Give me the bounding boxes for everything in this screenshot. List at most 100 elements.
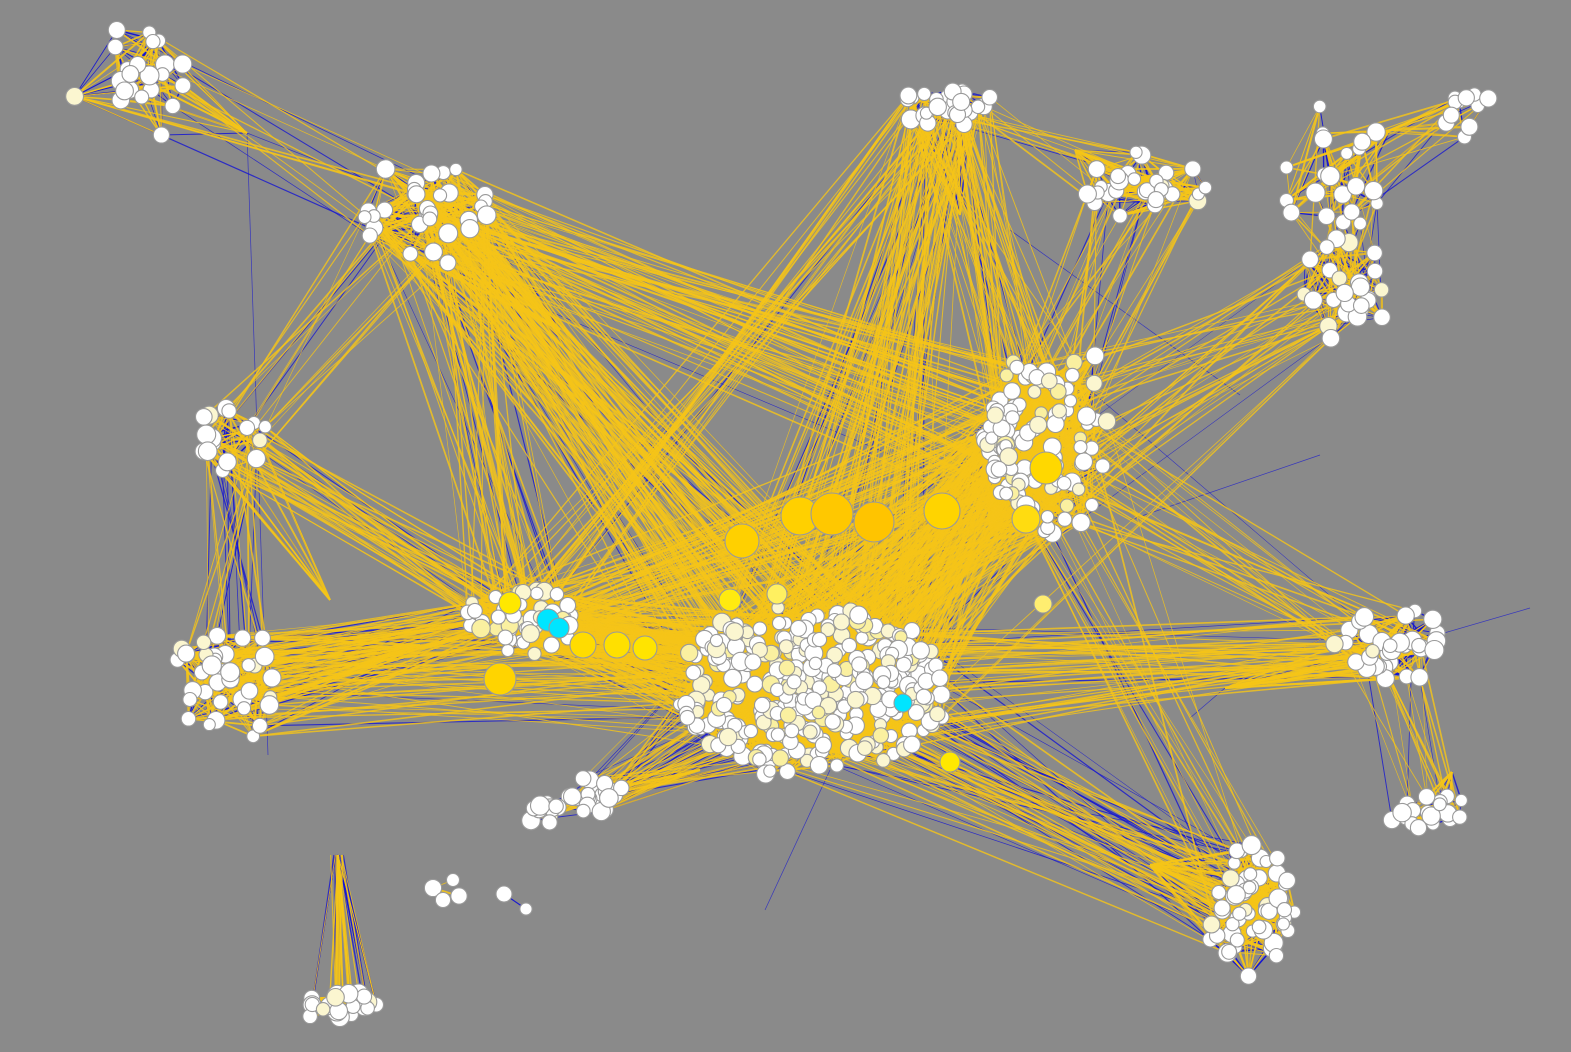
graph-node[interactable] xyxy=(1051,403,1067,419)
graph-node-large[interactable] xyxy=(810,492,854,536)
graph-node[interactable] xyxy=(829,758,845,773)
graph-node[interactable] xyxy=(65,86,85,106)
graph-node[interactable] xyxy=(1320,165,1341,187)
graph-node[interactable] xyxy=(254,646,275,667)
graph-node[interactable] xyxy=(1423,609,1443,629)
graph-node[interactable] xyxy=(952,92,971,111)
graph-node[interactable] xyxy=(241,658,256,673)
graph-node[interactable] xyxy=(1109,168,1127,185)
graph-node[interactable] xyxy=(1087,160,1106,179)
graph-node[interactable] xyxy=(1363,180,1384,201)
graph-node[interactable] xyxy=(752,752,767,767)
graph-node[interactable] xyxy=(574,770,592,787)
graph-node[interactable] xyxy=(1313,129,1333,149)
graph-node[interactable] xyxy=(212,694,229,710)
graph-node[interactable] xyxy=(1085,374,1103,392)
graph-node[interactable] xyxy=(931,669,949,687)
graph-node-highlight[interactable] xyxy=(548,617,570,639)
graph-node-large[interactable] xyxy=(923,492,961,530)
graph-node-large[interactable] xyxy=(724,523,760,559)
graph-node[interactable] xyxy=(1396,606,1415,625)
graph-node[interactable] xyxy=(981,88,999,106)
graph-node[interactable] xyxy=(970,99,986,115)
graph-node[interactable] xyxy=(1241,835,1262,856)
graph-node[interactable] xyxy=(1229,932,1245,948)
graph-node[interactable] xyxy=(849,605,869,625)
graph-node[interactable] xyxy=(1366,122,1386,142)
graph-node[interactable] xyxy=(808,656,823,671)
graph-node[interactable] xyxy=(497,629,514,646)
graph-node[interactable] xyxy=(1382,638,1398,654)
graph-node-large[interactable] xyxy=(1033,594,1053,614)
graph-node[interactable] xyxy=(1331,270,1348,287)
graph-node-large[interactable] xyxy=(1011,504,1041,534)
graph-node[interactable] xyxy=(1065,353,1083,371)
graph-node[interactable] xyxy=(931,685,951,705)
graph-node[interactable] xyxy=(1063,394,1078,408)
graph-node[interactable] xyxy=(1076,406,1097,426)
graph-node[interactable] xyxy=(1056,475,1072,491)
graph-node[interactable] xyxy=(1112,207,1128,224)
graph-node[interactable] xyxy=(1027,384,1042,399)
graph-node[interactable] xyxy=(1094,458,1111,474)
graph-node-large[interactable] xyxy=(718,588,742,612)
graph-node[interactable] xyxy=(542,636,561,654)
graph-node-large[interactable] xyxy=(939,751,961,773)
graph-node[interactable] xyxy=(790,619,807,637)
graph-node[interactable] xyxy=(1340,146,1354,160)
graph-node[interactable] xyxy=(846,690,865,709)
graph-node[interactable] xyxy=(173,54,193,74)
graph-node[interactable] xyxy=(195,634,212,651)
graph-node[interactable] xyxy=(770,682,785,698)
graph-node[interactable] xyxy=(1282,203,1301,222)
graph-node[interactable] xyxy=(107,38,124,56)
graph-node[interactable] xyxy=(197,441,218,462)
graph-node[interactable] xyxy=(784,723,800,739)
graph-node[interactable] xyxy=(208,626,227,645)
graph-node[interactable] xyxy=(1454,793,1468,808)
graph-node[interactable] xyxy=(685,664,702,681)
graph-node[interactable] xyxy=(476,205,497,226)
graph-node[interactable] xyxy=(723,668,743,688)
graph-node[interactable] xyxy=(1232,906,1247,921)
graph-node[interactable] xyxy=(778,659,796,677)
graph-node[interactable] xyxy=(820,622,836,638)
graph-node[interactable] xyxy=(356,988,373,1005)
graph-node[interactable] xyxy=(145,33,161,50)
graph-node[interactable] xyxy=(258,419,272,434)
graph-node[interactable] xyxy=(753,696,771,714)
graph-node[interactable] xyxy=(449,162,463,177)
graph-node[interactable] xyxy=(911,641,930,660)
graph-node[interactable] xyxy=(1242,880,1257,895)
graph-node[interactable] xyxy=(1005,410,1020,425)
graph-node[interactable] xyxy=(1350,277,1371,297)
graph-node[interactable] xyxy=(221,403,237,419)
graph-node[interactable] xyxy=(1040,510,1055,524)
graph-node[interactable] xyxy=(107,20,126,40)
graph-node[interactable] xyxy=(1040,372,1058,390)
graph-node[interactable] xyxy=(1269,849,1286,867)
graph-node[interactable] xyxy=(999,447,1019,466)
graph-node-large[interactable] xyxy=(853,501,895,543)
graph-node[interactable] xyxy=(832,613,851,631)
graph-node[interactable] xyxy=(423,878,443,898)
graph-node[interactable] xyxy=(1071,512,1091,533)
graph-node[interactable] xyxy=(1424,639,1445,661)
graph-node[interactable] xyxy=(251,717,268,734)
graph-node[interactable] xyxy=(802,724,818,740)
graph-node[interactable] xyxy=(1097,412,1117,431)
graph-node[interactable] xyxy=(1276,902,1293,918)
graph-node[interactable] xyxy=(826,663,842,679)
graph-node[interactable] xyxy=(174,77,192,95)
graph-node[interactable] xyxy=(851,656,868,673)
graph-node[interactable] xyxy=(326,987,345,1007)
graph-node[interactable] xyxy=(115,81,134,101)
graph-node[interactable] xyxy=(1301,250,1320,269)
graph-node[interactable] xyxy=(529,795,551,816)
graph-node[interactable] xyxy=(495,885,513,903)
graph-node[interactable] xyxy=(826,646,843,664)
graph-node-large[interactable] xyxy=(632,635,658,661)
graph-node[interactable] xyxy=(718,727,738,747)
